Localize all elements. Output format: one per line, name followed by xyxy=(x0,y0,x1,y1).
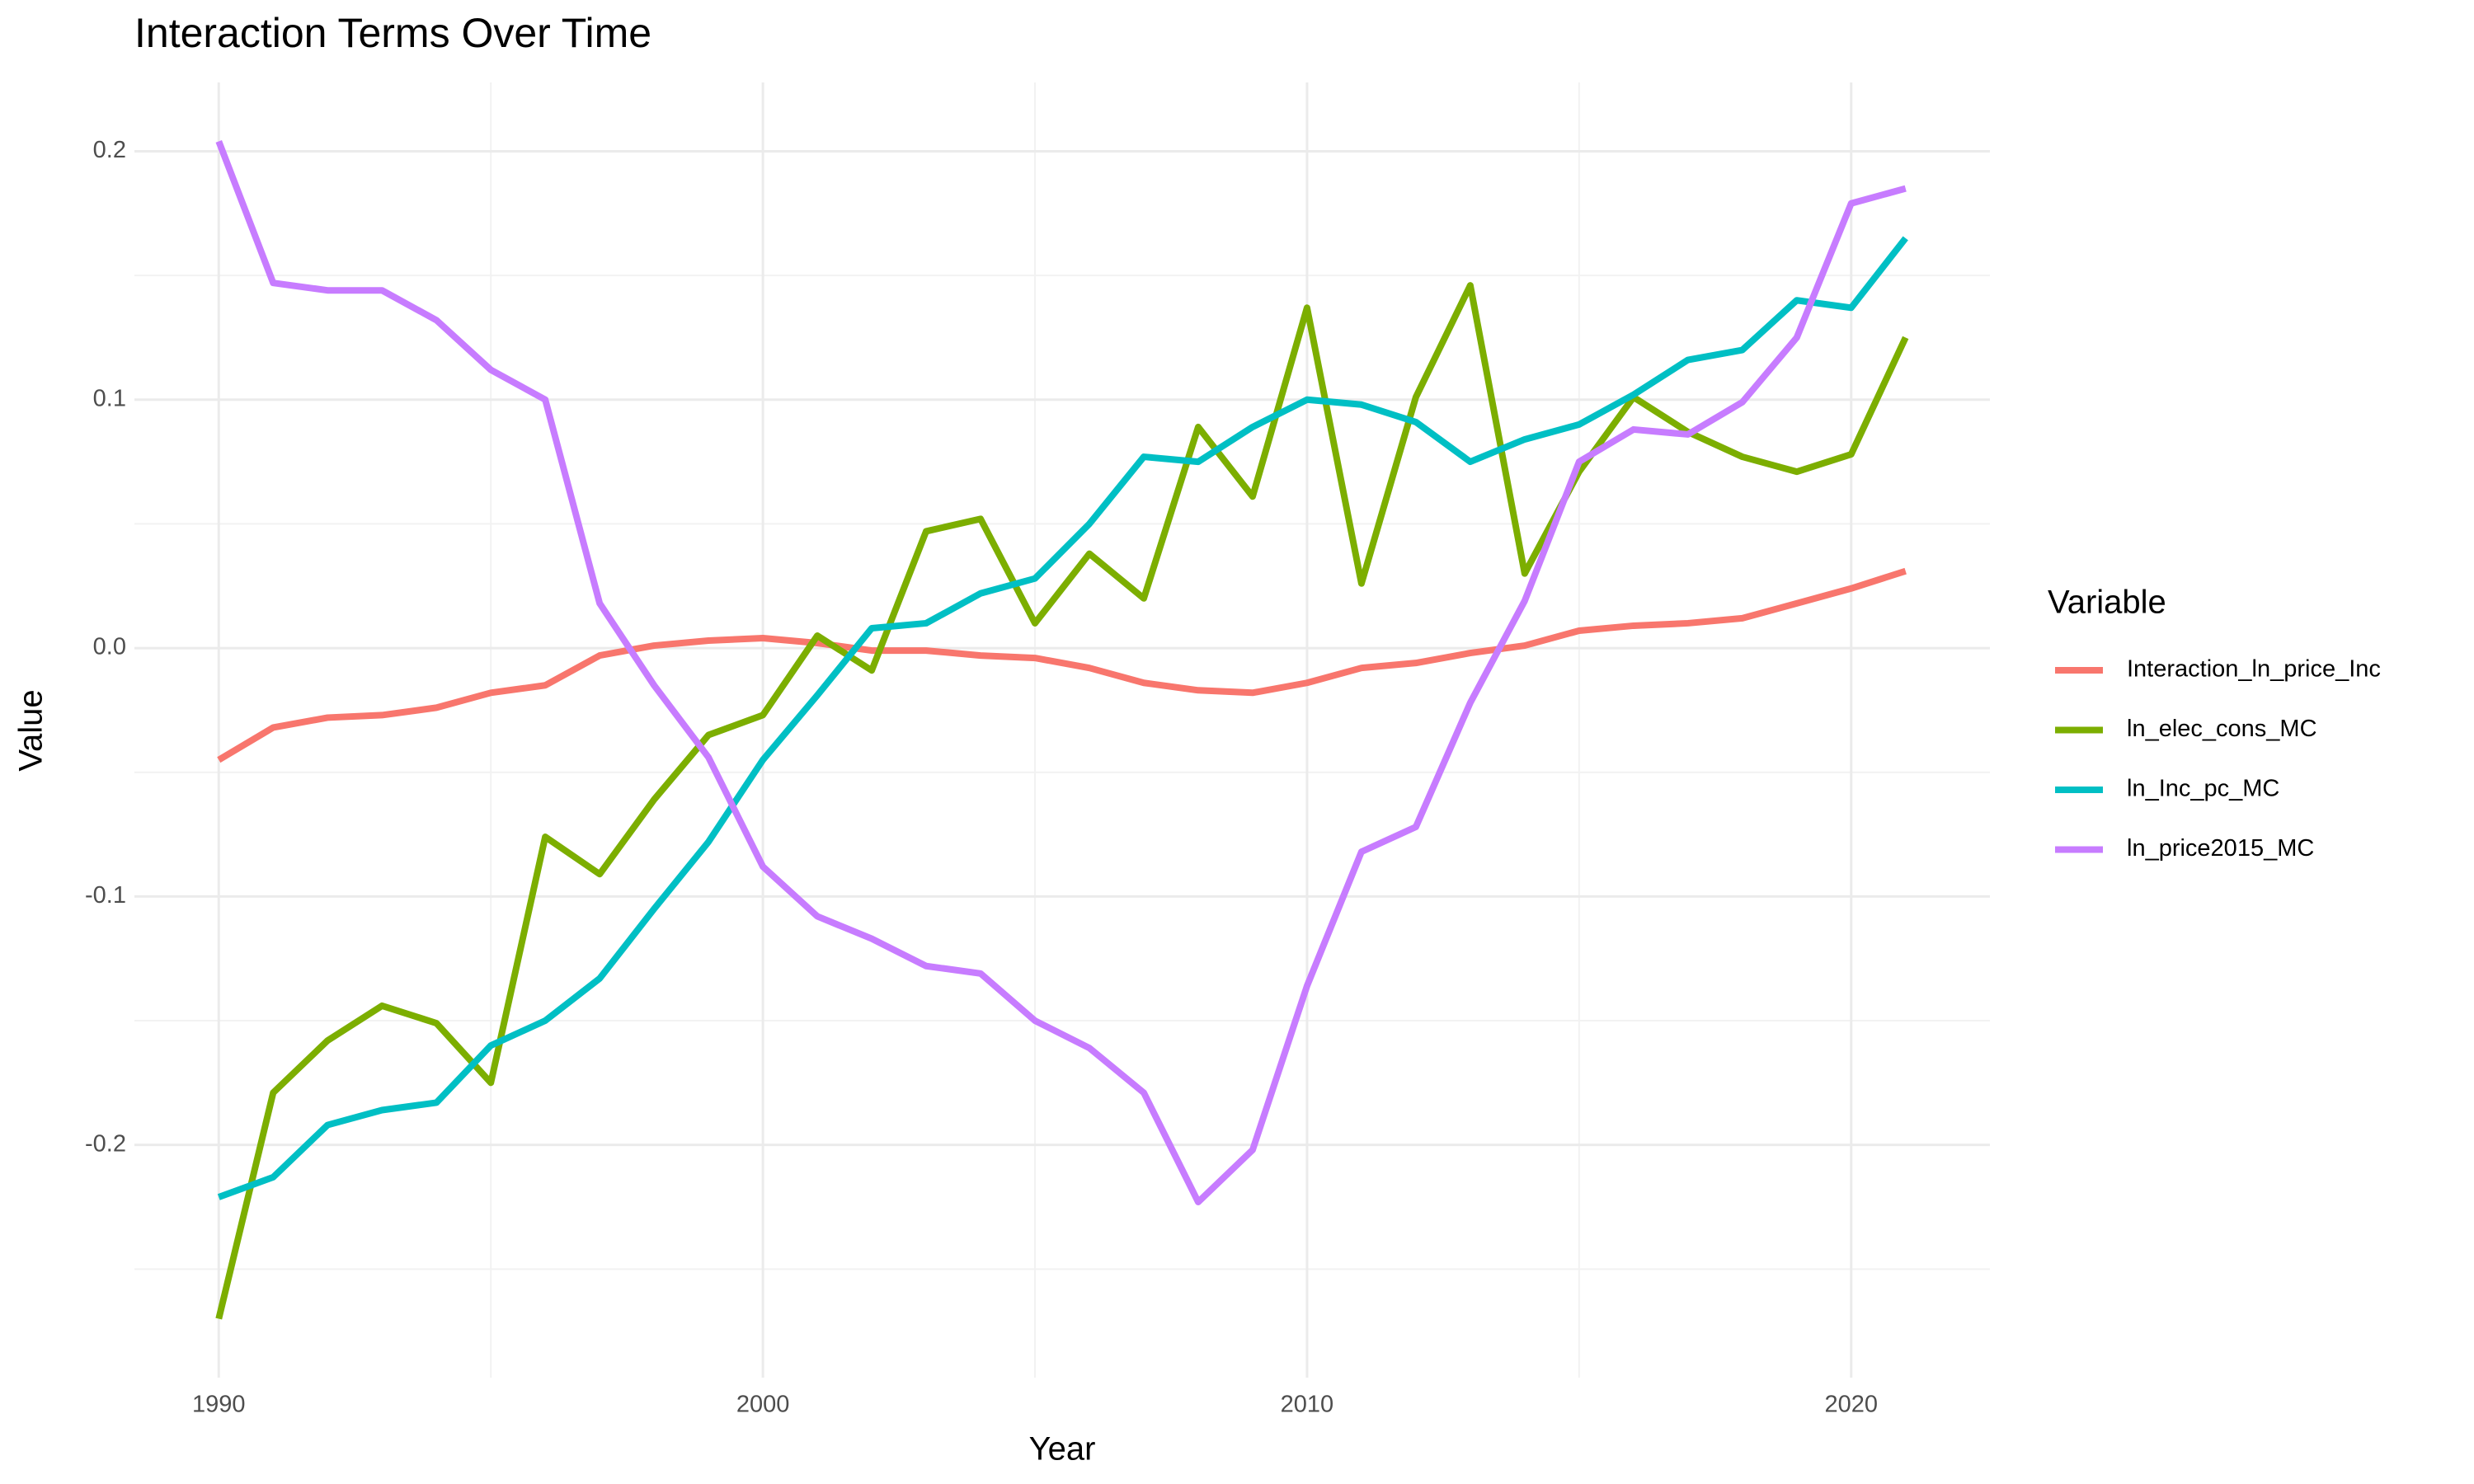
x-tick-label: 2010 xyxy=(1281,1392,1334,1418)
y-tick-label: -0.1 xyxy=(85,882,126,909)
chart-title: Interaction Terms Over Time xyxy=(134,10,651,56)
legend-label: ln_elec_cons_MC xyxy=(2127,716,2317,742)
x-tick-label: 1990 xyxy=(192,1392,246,1418)
series-line xyxy=(215,139,1907,1205)
series-line xyxy=(217,236,1908,1200)
y-tick-label: 0.1 xyxy=(93,385,126,411)
legend-label: Interaction_ln_price_Inc xyxy=(2127,656,2381,683)
legend-label: ln_price2015_MC xyxy=(2127,835,2314,862)
y-tick-label: -0.2 xyxy=(85,1130,126,1157)
legend-title: Variable xyxy=(2048,585,2166,621)
series-line xyxy=(215,282,1909,1320)
x-axis-title: Year xyxy=(1029,1431,1096,1468)
y-axis-title: Value xyxy=(13,689,49,771)
x-tick-label: 2000 xyxy=(736,1392,790,1418)
y-tick-label: 0.2 xyxy=(93,137,126,163)
y-tick-label: 0.0 xyxy=(93,634,126,660)
legend-label: ln_Inc_pc_MC xyxy=(2127,776,2279,802)
x-tick-label: 2020 xyxy=(1824,1392,1878,1418)
series-line xyxy=(217,567,1907,763)
